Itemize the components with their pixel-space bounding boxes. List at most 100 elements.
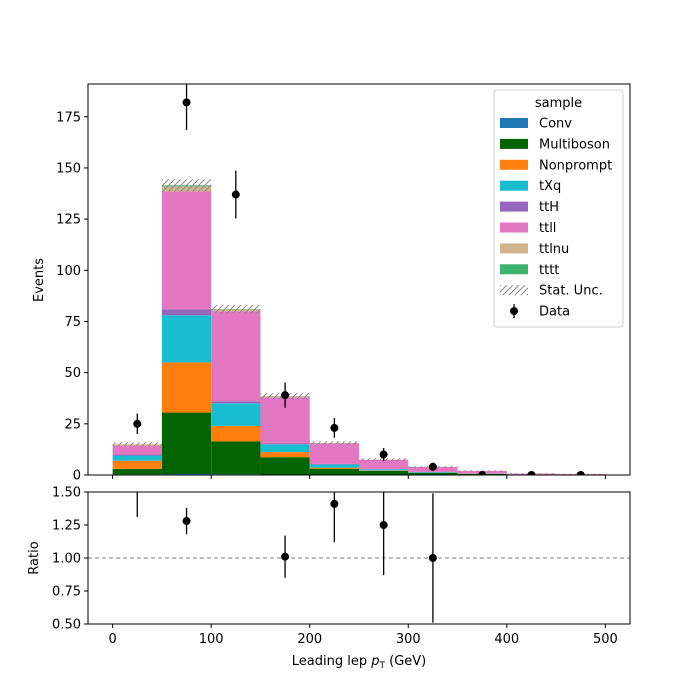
- bar-txq-bin-0: [112, 455, 162, 461]
- data-point-5: [379, 450, 388, 459]
- legend-label-multiboson: Multiboson: [539, 137, 610, 152]
- stat-unc-band-bin-2: [211, 305, 261, 314]
- ratio-ytick-label-3: 1.25: [52, 519, 81, 534]
- bar-tth-bin-0: [112, 454, 162, 456]
- xtick-label-1: 100: [199, 632, 224, 647]
- legend-swatch-multiboson: [500, 138, 528, 149]
- ratio-ytick-label-1: 0.75: [52, 585, 81, 600]
- data-point-2: [231, 190, 240, 199]
- ratio-y-axis: 0.50 0.75 1.00 1.25 1.50: [52, 486, 88, 633]
- stat-unc-band-bin-7: [457, 470, 507, 472]
- main-y-axis: 0 25 50 75 100 125 150 175: [56, 110, 88, 484]
- data-points: [133, 84, 585, 475]
- xtick-label-3: 300: [396, 632, 421, 647]
- ratio-plot-panel: 0.50 0.75 1.00 1.25 1.50 0 100 200 300 400 500 Ra…: [27, 486, 631, 647]
- bar-tth-bin-2: [211, 401, 261, 404]
- ytick-label-1: 25: [64, 417, 81, 432]
- xtick-label-2: 200: [297, 632, 322, 647]
- bar-multiboson-bin-3: [260, 457, 310, 475]
- bar-txq-bin-4: [309, 464, 359, 468]
- x-axis-label-symbol: p: [370, 654, 379, 669]
- xtick-label-4: 400: [494, 632, 519, 647]
- bar-multiboson-bin-1: [161, 412, 212, 474]
- ytick-label-0: 0: [73, 469, 81, 484]
- stacked-histogram: [112, 185, 606, 475]
- ytick-label-7: 175: [56, 110, 81, 125]
- legend-label-stat-unc-: Stat. Unc.: [539, 284, 603, 299]
- bar-nonprompt-bin-3: [260, 452, 310, 458]
- bar-tth-bin-3: [260, 443, 310, 445]
- data-point-0: [133, 419, 142, 428]
- x-axis-label: Leading lep pT (GeV): [292, 654, 426, 671]
- stat-unc-band-bin-4: [309, 441, 359, 445]
- main-axes-frame: [87, 83, 631, 476]
- ytick-label-3: 75: [64, 315, 81, 330]
- ratio-points: [136, 492, 437, 623]
- ytick-label-6: 150: [56, 161, 81, 176]
- ratio-ytick-label-2: 1.00: [52, 552, 81, 567]
- legend-label-conv: Conv: [539, 117, 572, 132]
- ytick-label-2: 50: [64, 366, 81, 381]
- bar-nonprompt-bin-1: [161, 362, 212, 413]
- ytick-label-4: 100: [56, 264, 81, 279]
- x-axis-label-text: Leading lep: [292, 654, 371, 669]
- bar-conv-bin-1: [161, 473, 212, 475]
- data-point-8: [527, 471, 536, 475]
- ratio-point-3: [281, 552, 290, 561]
- x-axis-label-unit: (GeV): [385, 654, 426, 669]
- legend-data-marker: [510, 307, 518, 316]
- legend-swatch-ttlnu: [500, 243, 528, 254]
- legend-label-ttlnu: ttlnu: [539, 242, 569, 257]
- xtick-label-5: 500: [593, 632, 618, 647]
- data-point-4: [330, 423, 339, 432]
- x-axis-label-subscript: T: [378, 661, 385, 671]
- bar-ttll-bin-4: [309, 443, 359, 464]
- legend-label-ttll: ttll: [539, 221, 556, 236]
- stat-unc-band-bin-0: [112, 442, 162, 447]
- bar-txq-bin-3: [260, 444, 310, 453]
- bar-txq-bin-1: [161, 315, 212, 363]
- ratio-y-axis-label: Ratio: [27, 541, 42, 574]
- stat-unc-band-bin-1: [161, 179, 212, 192]
- ratio-point-5: [379, 521, 388, 529]
- bar-ttll-bin-5: [359, 459, 409, 470]
- legend-swatch-ttll: [500, 222, 528, 233]
- legend-swatch-conv: [500, 118, 528, 128]
- bar-multiboson-bin-0: [112, 468, 162, 475]
- legend-label-tttt: tttt: [539, 263, 559, 278]
- bar-tth-bin-1: [161, 309, 212, 316]
- y-axis-label: Events: [32, 258, 47, 302]
- ratio-ytick-label-4: 1.50: [52, 486, 81, 501]
- legend-swatch-tttt: [500, 264, 528, 275]
- main-x-axis-ticks: [112, 475, 606, 479]
- legend-label-txq: tXq: [539, 179, 561, 194]
- bar-txq-bin-5: [359, 469, 409, 471]
- legend-label-nonprompt: Nonprompt: [539, 158, 612, 173]
- legend-swatch-nonprompt: [500, 159, 528, 170]
- bar-ttll-bin-2: [211, 311, 261, 402]
- bar-ttll-bin-1: [161, 191, 212, 310]
- bar-multiboson-bin-6: [408, 472, 458, 475]
- data-point-6: [428, 462, 437, 471]
- bar-nonprompt-bin-2: [211, 425, 261, 442]
- bar-multiboson-bin-2: [211, 441, 261, 475]
- bar-nonprompt-bin-0: [112, 460, 162, 469]
- legend-swatch-txq: [500, 180, 528, 191]
- legend-title: sample: [535, 96, 582, 111]
- bar-txq-bin-6: [408, 472, 458, 473]
- bar-ttll-bin-0: [112, 445, 162, 455]
- ratio-point-6: [428, 554, 437, 562]
- ratio-x-axis: 0 100 200 300 400 500: [108, 624, 618, 647]
- legend-label-tth: ttH: [539, 200, 559, 215]
- legend-swatch-stat-unc: [500, 285, 528, 296]
- data-point-7: [478, 471, 487, 475]
- legend-swatch-tth: [500, 201, 528, 212]
- ratio-ytick-label-0: 0.50: [52, 618, 81, 633]
- bar-multiboson-bin-5: [359, 470, 409, 475]
- ratio-point-1: [182, 517, 191, 526]
- data-point-1: [182, 98, 191, 107]
- data-point-9: [576, 471, 585, 475]
- data-point-3: [281, 391, 290, 400]
- legend: sample Conv Multiboson Nonprompt tXq ttH ttll t…: [493, 89, 624, 328]
